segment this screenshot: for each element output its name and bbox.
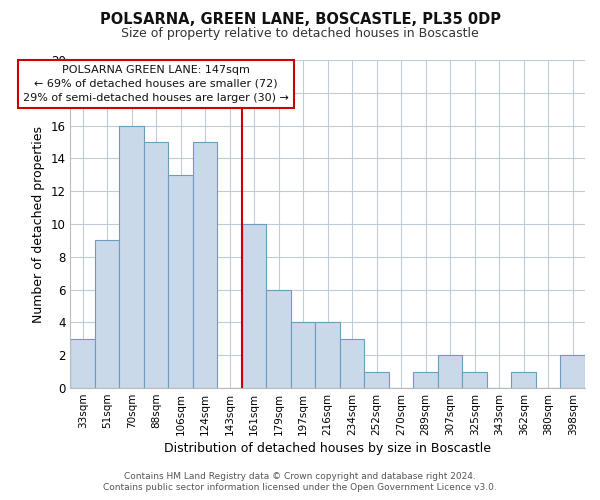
Bar — [266, 290, 291, 388]
Bar — [193, 142, 217, 388]
Text: POLSARNA, GREEN LANE, BOSCASTLE, PL35 0DP: POLSARNA, GREEN LANE, BOSCASTLE, PL35 0D… — [100, 12, 500, 28]
Bar — [364, 372, 389, 388]
Y-axis label: Number of detached properties: Number of detached properties — [32, 126, 45, 322]
Bar — [511, 372, 536, 388]
Bar — [413, 372, 438, 388]
Bar — [95, 240, 119, 388]
Bar — [119, 126, 144, 388]
Bar — [438, 356, 463, 388]
Bar — [242, 224, 266, 388]
Bar — [70, 339, 95, 388]
Bar — [316, 322, 340, 388]
Bar — [560, 356, 585, 388]
Text: POLSARNA GREEN LANE: 147sqm
← 69% of detached houses are smaller (72)
29% of sem: POLSARNA GREEN LANE: 147sqm ← 69% of det… — [23, 65, 289, 103]
Text: Size of property relative to detached houses in Boscastle: Size of property relative to detached ho… — [121, 28, 479, 40]
Bar — [144, 142, 169, 388]
X-axis label: Distribution of detached houses by size in Boscastle: Distribution of detached houses by size … — [164, 442, 491, 455]
Text: Contains HM Land Registry data © Crown copyright and database right 2024.
Contai: Contains HM Land Registry data © Crown c… — [103, 472, 497, 492]
Bar — [169, 175, 193, 388]
Bar — [463, 372, 487, 388]
Bar — [340, 339, 364, 388]
Bar — [291, 322, 316, 388]
